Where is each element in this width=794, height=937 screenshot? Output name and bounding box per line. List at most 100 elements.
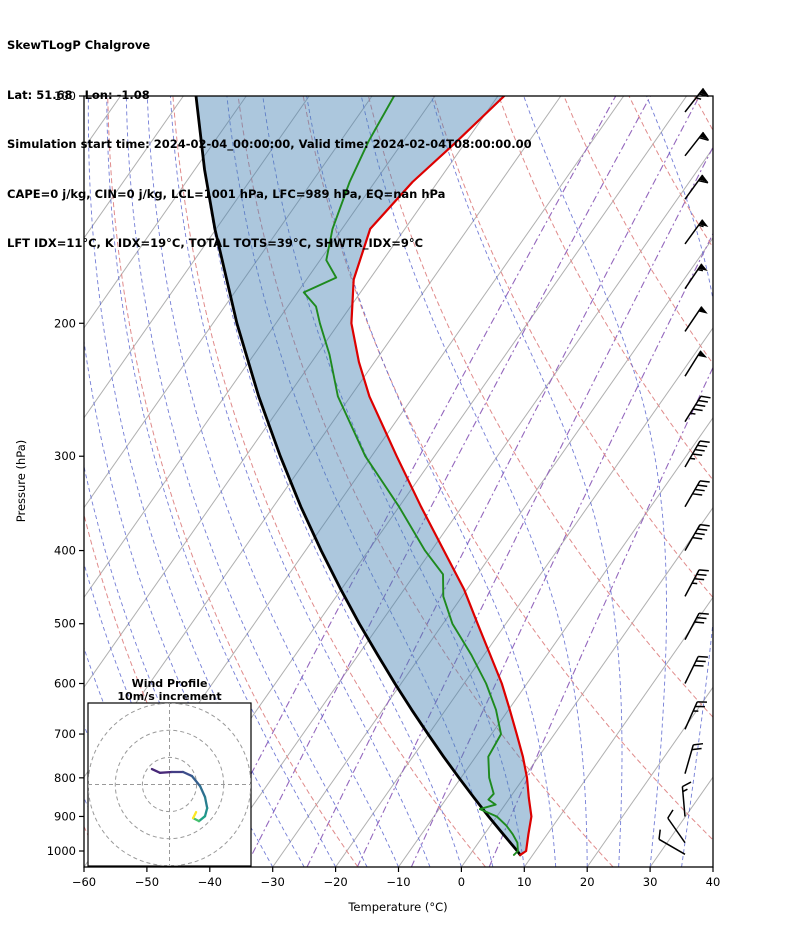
barb-full — [694, 488, 705, 492]
sounding-curves — [194, 96, 533, 857]
wind-barb — [684, 395, 711, 423]
x-tick-label: −10 — [386, 875, 410, 889]
barb-full — [692, 408, 703, 412]
barb-half — [698, 224, 704, 228]
moist-adiabat-line — [262, 96, 525, 867]
barb-full — [698, 655, 708, 658]
temperature-curve — [350, 96, 533, 856]
hodograph-trace-segment — [181, 770, 194, 778]
y-tick-label: 700 — [54, 727, 76, 741]
header-title: SkewTLogP Chalgrove — [7, 38, 151, 52]
dry-adiabat-lines — [84, 96, 713, 867]
barb-staff — [667, 817, 686, 844]
x-tick-label: −20 — [323, 875, 347, 889]
isotherm-line — [84, 96, 436, 599]
barb-full — [697, 444, 708, 448]
barb-full — [695, 403, 706, 408]
isotherm-line — [712, 866, 713, 867]
barb-full — [692, 536, 703, 540]
x-tick-label: 30 — [643, 875, 658, 889]
header-block: SkewTLogP Chalgrove Lat: 51.68 Lon: -1.0… — [7, 4, 532, 285]
dry-adiabat-line — [84, 512, 231, 867]
wind-barb — [684, 742, 704, 774]
hodograph-trace-segment — [158, 770, 174, 774]
dry-adiabat-line — [302, 96, 713, 841]
x-axis-title: Temperature (°C) — [347, 900, 447, 914]
moist-adiabat-line — [84, 464, 242, 867]
isotherm-line — [84, 96, 310, 419]
moist-adiabat-line — [430, 96, 623, 867]
dry-adiabat-line — [563, 96, 713, 365]
isotherm-line — [523, 596, 713, 867]
barb-pennant — [699, 219, 709, 228]
mixing-ratio-line — [356, 146, 713, 867]
wind-barb — [684, 350, 708, 377]
barb-full — [682, 781, 692, 788]
barb-staff — [658, 838, 686, 855]
barb-full — [658, 829, 661, 840]
dry-adiabat-line — [498, 96, 713, 481]
hodograph-content — [88, 703, 251, 866]
barb-staff — [684, 87, 705, 113]
wind-barb — [684, 569, 709, 597]
x-tick-label: 10 — [517, 875, 532, 889]
barb-full — [699, 480, 710, 483]
barb-full — [693, 742, 704, 746]
moist-adiabat-line — [226, 96, 494, 867]
barb-pennant — [699, 174, 709, 183]
barb-full — [697, 484, 708, 488]
barb-full — [699, 523, 710, 527]
barb-full — [694, 448, 705, 452]
barb-pennant — [699, 88, 709, 96]
barb-half — [697, 268, 704, 272]
barb-full — [692, 453, 703, 456]
y-axis-title: Pressure (hPa) — [14, 440, 28, 523]
barb-pennant — [698, 263, 708, 272]
shaded-region — [196, 96, 532, 855]
wind-barb — [684, 87, 709, 113]
barb-half — [682, 788, 688, 793]
isotherm-line — [84, 96, 373, 509]
hodograph-trace-segment — [198, 784, 207, 799]
hodograph-ring — [141, 756, 198, 813]
barb-staff — [681, 786, 686, 817]
hodograph-ring — [114, 729, 225, 840]
barb-full — [694, 532, 705, 536]
moist-adiabat-line — [84, 562, 211, 867]
barb-full — [697, 528, 708, 531]
barb-half — [693, 710, 699, 712]
wind-barb — [684, 523, 710, 551]
barb-staff — [684, 131, 705, 157]
wind-barb — [684, 440, 710, 468]
barb-half — [689, 457, 696, 460]
wind-barb — [658, 829, 686, 855]
barb-full — [699, 612, 709, 615]
hodograph-trace-segment — [203, 795, 209, 810]
barb-half — [690, 412, 696, 415]
hodograph-trace-segment — [203, 806, 209, 818]
wind-barb-column — [658, 87, 711, 855]
isotherm-line — [586, 686, 713, 867]
isotherm-line — [84, 96, 247, 329]
moist-adiabat-line — [84, 338, 274, 867]
y-tick-label: 200 — [54, 316, 76, 330]
barb-full — [692, 493, 703, 496]
wind-barb — [684, 655, 708, 684]
mixing-ratio-line — [488, 366, 713, 867]
cin-shaded-area — [196, 96, 532, 855]
wind-barb — [684, 612, 709, 641]
hodograph-subtitle: 10m/s increment — [117, 690, 221, 703]
barb-staff — [684, 263, 703, 290]
hodograph-ring — [88, 703, 251, 866]
isotherm-line — [649, 776, 713, 867]
header-latlon: Lat: 51.68 Lon: -1.08 — [7, 87, 150, 102]
barb-full — [691, 747, 702, 751]
hodograph-trace-segment — [150, 767, 162, 774]
mixing-ratio-line — [306, 96, 700, 867]
hodograph-trace-segment — [190, 774, 202, 788]
moist-adiabat-line — [712, 864, 713, 867]
barb-staff — [684, 744, 694, 774]
x-tick-label: −30 — [261, 875, 285, 889]
